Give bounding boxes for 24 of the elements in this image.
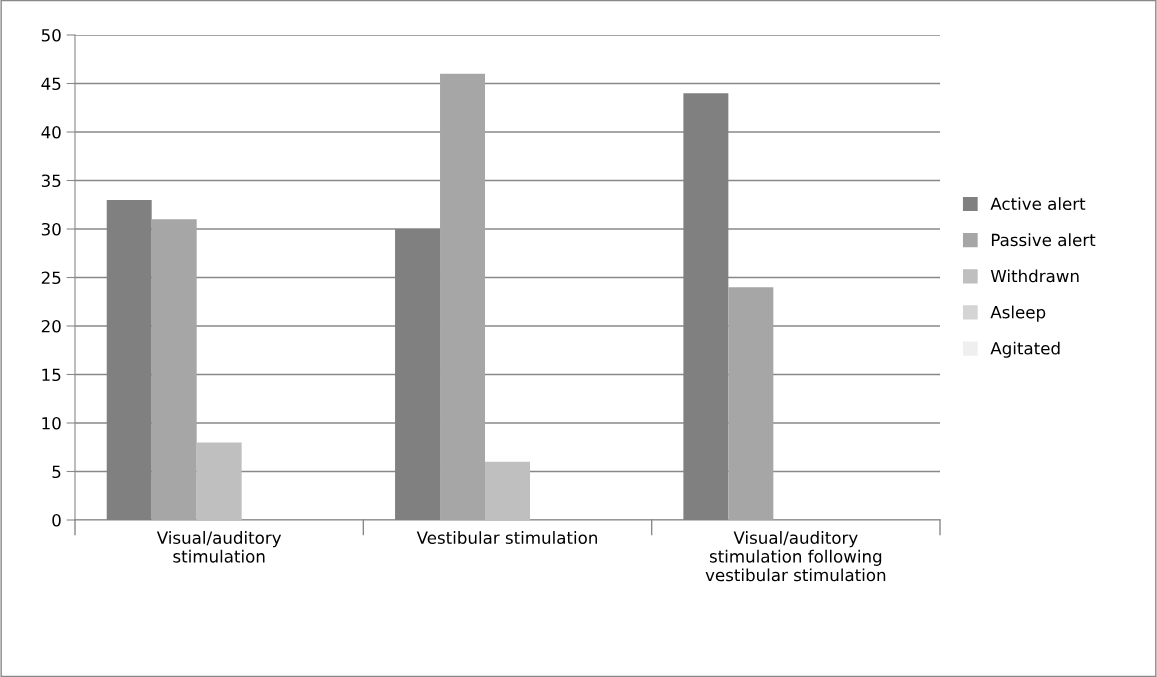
legend-label: Agitated — [990, 341, 1060, 358]
y-tick-label: 50 — [41, 28, 61, 42]
y-tick-label: 5 — [52, 465, 61, 479]
y-tick-label: 10 — [42, 416, 61, 430]
x-tick-label: Vestibular stimulation — [416, 531, 597, 545]
bar — [440, 73, 486, 520]
bar — [151, 219, 197, 520]
bar — [196, 442, 242, 520]
legend-label: Asleep — [990, 305, 1046, 322]
bar — [728, 287, 774, 520]
y-tick-label: 40 — [41, 125, 61, 139]
y-tick-label: 0 — [52, 513, 61, 527]
legend-label: Passive alert — [991, 233, 1096, 247]
y-tick-label: 45 — [41, 77, 61, 91]
y-tick-label: 15 — [42, 368, 61, 382]
legend-label: Withdrawn — [990, 269, 1079, 283]
y-tick-label: 30 — [41, 222, 61, 236]
y-tick-label: 20 — [41, 319, 61, 333]
legend-label: Active alert — [990, 197, 1086, 211]
y-tick-label: 25 — [41, 271, 61, 285]
bar — [485, 461, 530, 520]
y-tick-label: 35 — [41, 174, 61, 188]
x-tick-label: Visual/auditory stimulation following vestibular stimulation — [705, 531, 886, 582]
x-tick-label: Visual/auditory stimulation — [156, 531, 282, 563]
